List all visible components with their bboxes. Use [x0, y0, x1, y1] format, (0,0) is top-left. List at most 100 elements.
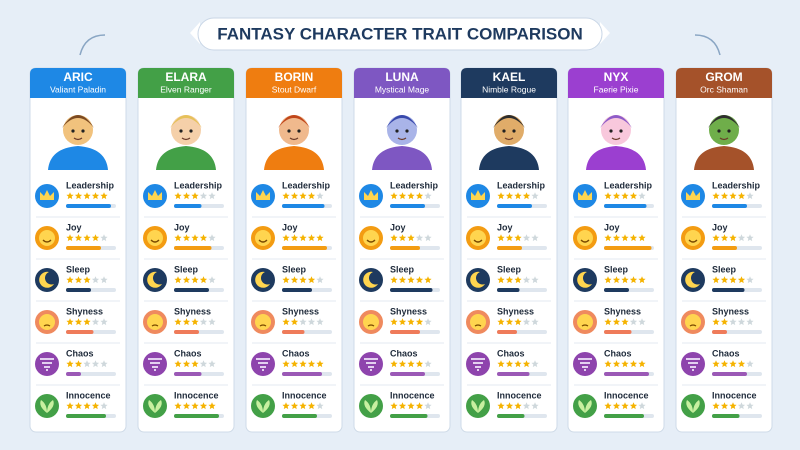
mouth-icon [366, 239, 376, 243]
star-rating [66, 360, 108, 368]
moon-icon [470, 271, 485, 288]
face-icon [470, 230, 486, 246]
trait-bar [66, 288, 91, 292]
mouth-icon [150, 239, 160, 243]
crown-icon [686, 190, 700, 200]
trait-name: Sleep [390, 264, 415, 274]
star [316, 360, 324, 368]
star [174, 360, 182, 368]
star [307, 276, 316, 284]
face-icon [147, 230, 163, 246]
star [91, 360, 100, 368]
star-rating [604, 402, 646, 410]
star [621, 318, 629, 326]
star [522, 360, 531, 368]
trait-name: Sleep [712, 264, 737, 274]
leaf-icon [40, 400, 54, 413]
mouth-icon [473, 239, 483, 243]
trait-name: Sleep [604, 264, 629, 274]
trait-name: Sleep [497, 264, 522, 274]
trait-icon [466, 268, 490, 292]
trait-icon [35, 268, 59, 292]
leaf-icon [256, 400, 270, 413]
trait-icon [143, 394, 167, 418]
star [282, 234, 290, 242]
star [729, 402, 737, 410]
star-rating [390, 360, 432, 368]
star [83, 318, 91, 326]
star [407, 360, 415, 368]
crown-icon [256, 190, 270, 200]
trait-name: Leadership [712, 180, 761, 190]
star [729, 234, 737, 242]
star [497, 192, 505, 200]
star [424, 276, 432, 284]
card-header [568, 68, 664, 98]
trait-name: Innocence [174, 390, 219, 400]
portrait-head [709, 115, 739, 145]
star-rating [712, 360, 754, 368]
star [720, 276, 729, 284]
trait-bar [282, 330, 305, 334]
star-rating [497, 360, 539, 368]
card-header [138, 68, 234, 98]
card-header [461, 68, 557, 98]
character-name: LUNA [385, 70, 419, 84]
star [629, 192, 638, 200]
trait-bar [712, 330, 727, 334]
trait-icon [143, 268, 167, 292]
moon-icon [685, 271, 700, 288]
star [290, 192, 299, 200]
star [505, 318, 514, 326]
star [66, 402, 74, 410]
moon-icon [39, 271, 54, 288]
star [729, 360, 737, 368]
trait-name: Shyness [282, 306, 319, 316]
trait-name: Innocence [712, 390, 757, 400]
mouth-icon [580, 239, 590, 243]
star [307, 360, 316, 368]
mouth-icon [689, 324, 697, 327]
star [407, 318, 415, 326]
star [415, 360, 424, 368]
star [737, 192, 746, 200]
trait-name: Joy [282, 222, 298, 232]
mouth-icon [581, 324, 589, 327]
star [83, 192, 91, 200]
star [497, 234, 505, 242]
trait-name: Shyness [604, 306, 641, 316]
character-subtitle: Nimble Rogue [482, 84, 536, 94]
trait-bar [282, 414, 317, 418]
star [100, 402, 108, 410]
star [531, 318, 539, 326]
trait-name: Leadership [66, 180, 115, 190]
portrait-eye [71, 129, 75, 133]
star [407, 402, 415, 410]
star [398, 276, 407, 284]
star [522, 234, 531, 242]
star [621, 360, 629, 368]
star [720, 402, 729, 410]
star-rating [390, 318, 432, 326]
trait-name: Leadership [497, 180, 546, 190]
star [531, 360, 539, 368]
star [415, 234, 424, 242]
star [199, 234, 208, 242]
star [621, 192, 629, 200]
star [522, 318, 531, 326]
star [407, 192, 415, 200]
trait-name: Innocence [390, 390, 435, 400]
star [66, 192, 74, 200]
trait-bar [712, 204, 747, 208]
star [712, 234, 720, 242]
star [629, 234, 638, 242]
star [737, 234, 746, 242]
star [290, 360, 299, 368]
star [398, 402, 407, 410]
star [505, 234, 514, 242]
deco-arrow [79, 34, 106, 56]
portrait-eye [502, 129, 506, 133]
star [83, 234, 91, 242]
